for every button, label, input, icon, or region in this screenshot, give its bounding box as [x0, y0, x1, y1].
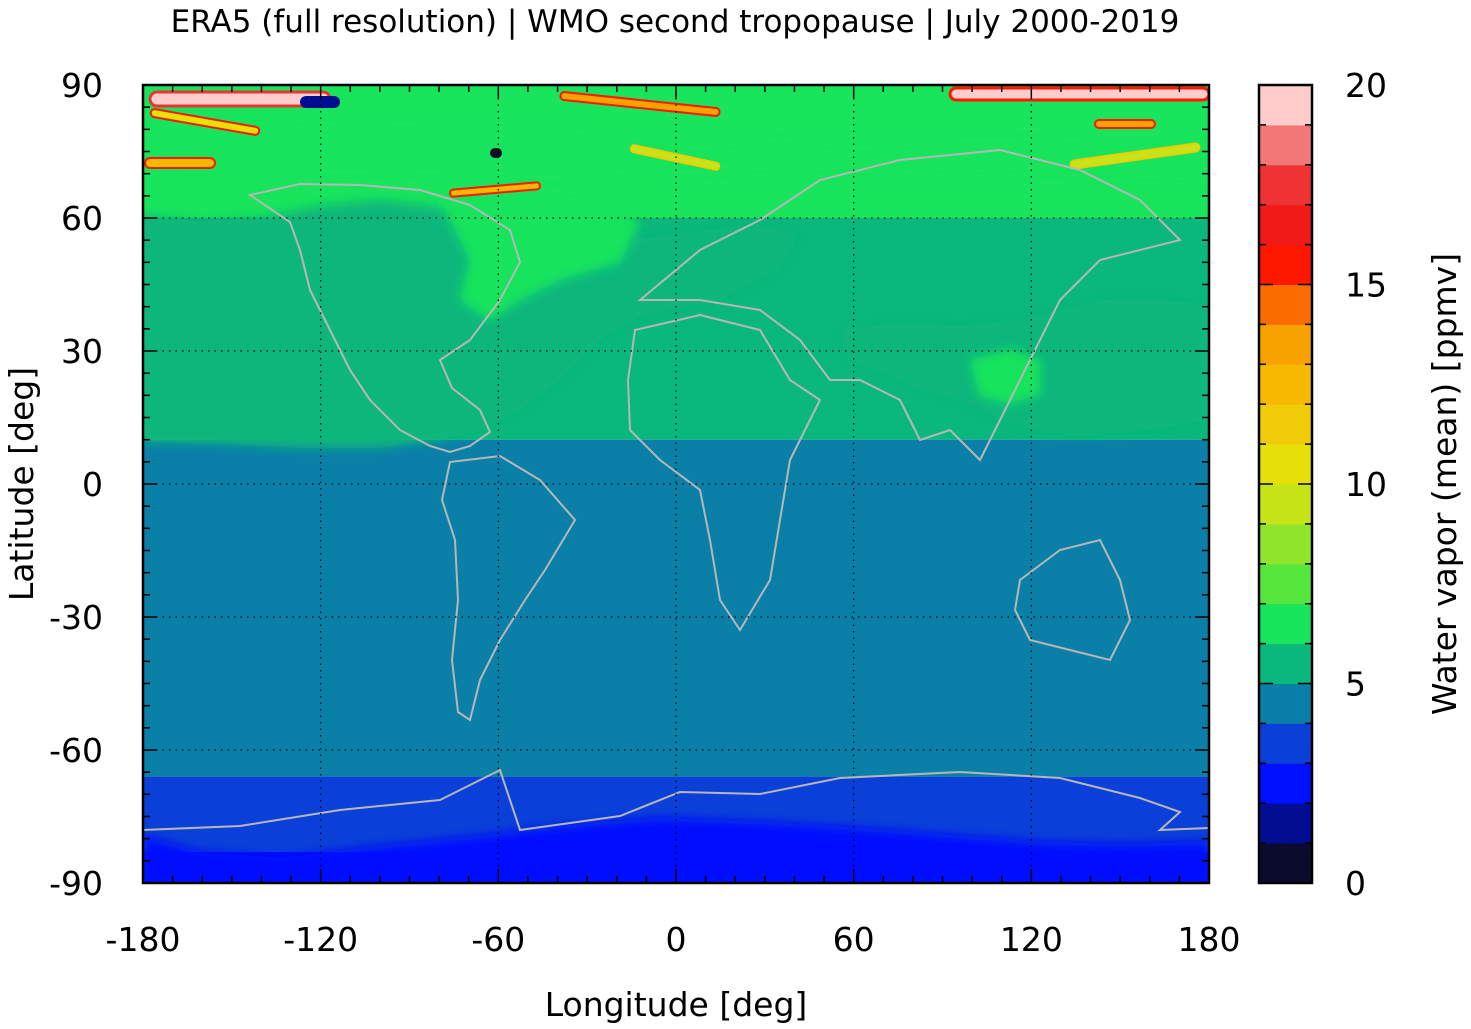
colorbar-level: [1259, 723, 1312, 764]
colorbar-ticks: 20 15 10 5 0: [1259, 66, 1387, 903]
streak-high-value: [1094, 119, 1156, 129]
colorbar-level: [1259, 404, 1312, 445]
streak-high-value: [149, 108, 261, 136]
coastline-antarctica: [143, 768, 1209, 832]
colorbar-tick-label: 15: [1345, 266, 1387, 305]
east-asia-wet-patch: [970, 350, 1040, 404]
colorbar-level: [1259, 683, 1312, 724]
colorbar-tick-label: 5: [1345, 665, 1366, 704]
americas-atlantic-moist-region: [143, 200, 800, 448]
streak-high-value: [559, 91, 721, 117]
coastlines: [143, 148, 1209, 832]
x-tick-label: -180: [106, 920, 181, 959]
x-tick-label: 120: [1000, 920, 1063, 959]
colorbar-level: [1259, 244, 1312, 285]
colorbar-level: [1259, 284, 1312, 325]
y-tick-label: 30: [61, 332, 103, 371]
x-tick-label: -60: [471, 920, 525, 959]
streak-high-value: [948, 86, 1209, 102]
y-tick-label: 0: [82, 465, 103, 504]
colorbar-level: [1259, 124, 1312, 166]
gridlines: [143, 85, 1209, 883]
zonal-band: [143, 439, 1209, 777]
polar-streaks: [144, 86, 1209, 198]
streak-high-value: [629, 144, 721, 171]
y-tick-label: -30: [49, 598, 103, 637]
x-tick-label: 0: [666, 920, 687, 959]
colorbar-level: [1259, 484, 1312, 525]
streak-low-value: [490, 148, 502, 158]
colorbar-level: [1259, 364, 1312, 405]
x-tick-labels: -180 -120 -60 0 60 120 180: [106, 920, 1241, 959]
colorbar-level: [1259, 85, 1312, 126]
x-tick-label: 60: [833, 920, 875, 959]
colorbar-level: [1259, 204, 1312, 246]
colorbar-tick-label: 0: [1345, 864, 1366, 903]
colorbar-label: Water vapor (mean) [ppmv]: [1425, 253, 1464, 715]
colorbar-tick-label: 10: [1345, 465, 1387, 504]
colorbar-level: [1259, 164, 1312, 206]
y-tick-labels: 90 60 30 0 -30 -60 -90: [49, 66, 103, 903]
y-axis-label: Latitude [deg]: [2, 367, 41, 601]
colorbar-tick-label: 20: [1345, 66, 1387, 105]
y-tick-label: 60: [61, 199, 103, 238]
coastline-north-america: [247, 182, 522, 454]
y-tick-label: -60: [49, 731, 103, 770]
moist-regions: [143, 118, 1209, 883]
y-tick-label: -90: [49, 864, 103, 903]
chart-title: ERA5 (full resolution) | WMO second trop…: [170, 4, 1180, 40]
colorbar-level: [1259, 803, 1312, 844]
y-tick-label: 90: [61, 66, 103, 105]
colorbar: [1259, 85, 1312, 884]
coastline-eurasia: [637, 148, 1182, 462]
streak-high-value: [144, 157, 216, 169]
colorbar-level: [1259, 324, 1312, 365]
colorbar-level: [1259, 843, 1312, 884]
coastline-australia: [1013, 538, 1132, 662]
streak-high-value: [1069, 142, 1201, 170]
colorbar-level: [1259, 763, 1312, 804]
coastline-south-america: [440, 454, 577, 722]
coastline-africa: [626, 313, 822, 632]
north-atlantic-wet-patch: [440, 186, 640, 320]
colorbar-level: [1259, 444, 1312, 485]
x-tick-label: 180: [1178, 920, 1241, 959]
colorbar-level: [1259, 523, 1312, 565]
antarctic-blue-region: [143, 818, 1209, 883]
x-axis-label: Longitude [deg]: [545, 985, 808, 1024]
colorbar-level: [1259, 643, 1312, 684]
streak-high-value: [449, 181, 541, 198]
plot-frame: [141, 83, 1211, 885]
x-tick-label: -120: [283, 920, 358, 959]
streak-low-value: [300, 96, 340, 108]
colorbar-level: [1259, 603, 1312, 645]
colorbar-level: [1259, 563, 1312, 605]
